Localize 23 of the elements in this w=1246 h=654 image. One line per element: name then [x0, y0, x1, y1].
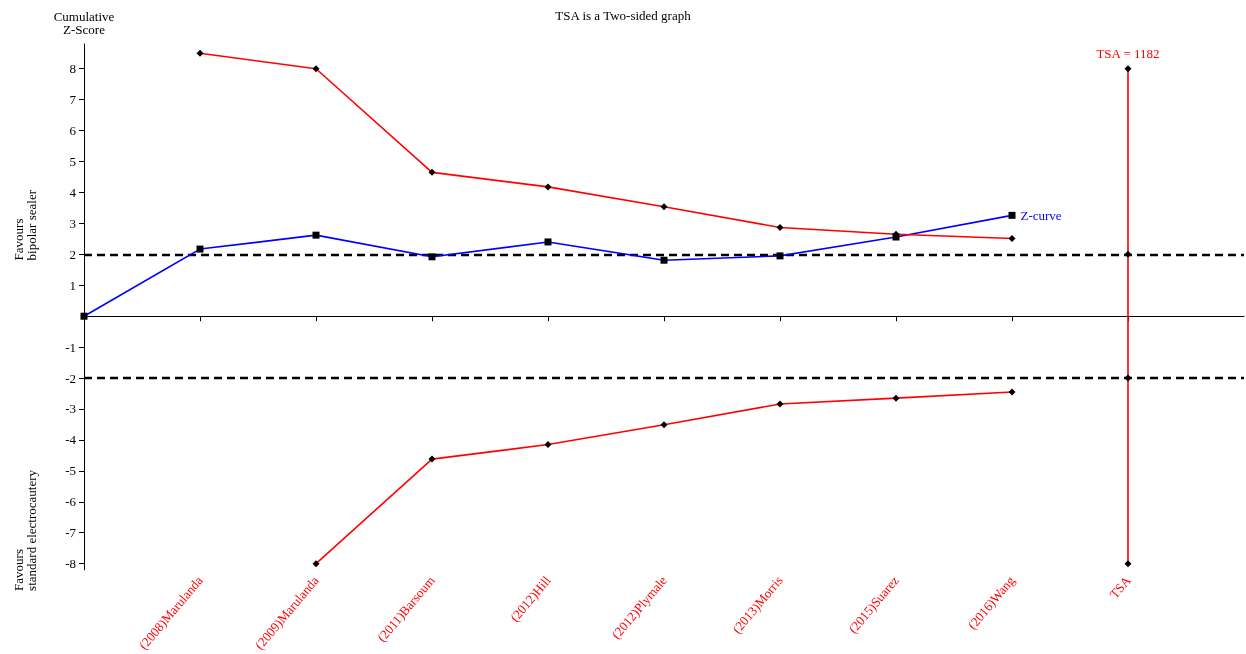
chart-title: TSA is a Two-sided graph: [555, 8, 692, 23]
y-tick-label: 8: [69, 61, 76, 77]
y-tick-label: -2: [65, 370, 76, 386]
series-label: Z-curve: [1020, 207, 1062, 223]
y-tick-label: 5: [69, 154, 76, 170]
y-tick-label: -8: [65, 556, 76, 572]
y-tick-label: -5: [65, 463, 76, 479]
x-tick-label: TSA: [1106, 572, 1135, 602]
y-tick-label: -7: [65, 525, 77, 541]
y-tick-label: -1: [65, 339, 76, 355]
series-label: TSA = 1182: [1096, 46, 1160, 62]
y-axis-title: Cumulative Z-Score: [53, 9, 115, 37]
y-tick-label: 6: [69, 123, 77, 139]
y-tick-label: 2: [69, 246, 76, 262]
y-tick-label: 3: [69, 215, 76, 231]
y-tick-label: 7: [69, 92, 77, 108]
y-tick-label: 4: [69, 184, 77, 200]
y-tick-label: -3: [65, 401, 76, 417]
y-tick-label: 1: [69, 277, 76, 293]
y-tick-label: -4: [65, 432, 77, 448]
text: Favours standard electrocautery: [11, 469, 39, 591]
text: Favours bipolar sealer: [11, 189, 39, 261]
y-tick-label: -6: [65, 494, 77, 510]
